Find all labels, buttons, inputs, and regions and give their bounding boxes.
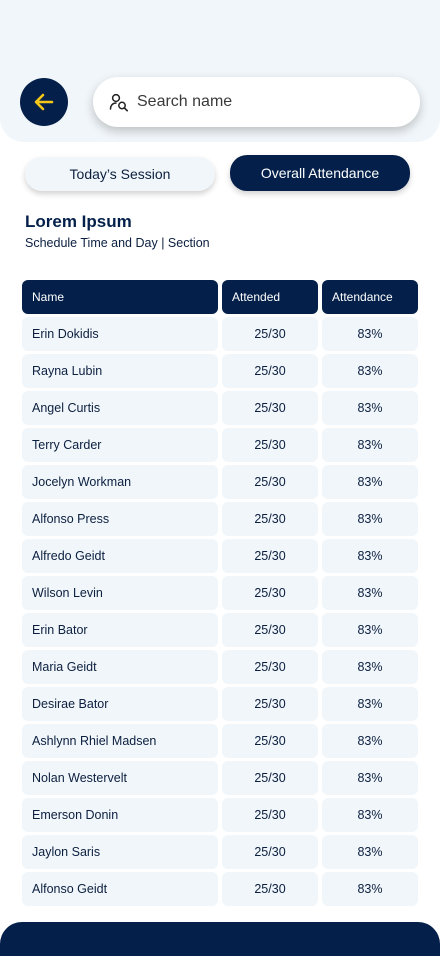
row-attendance: 83%: [322, 502, 418, 536]
table-row[interactable]: Ashlynn Rhiel Madsen 25/30 83%: [22, 724, 418, 758]
arrow-left-icon: [34, 93, 54, 111]
row-attendance: 83%: [322, 465, 418, 499]
table-row[interactable]: Emerson Donin 25/30 83%: [22, 798, 418, 832]
row-attendance: 83%: [322, 872, 418, 906]
tab-todays-session[interactable]: Today’s Session: [25, 157, 215, 191]
row-name: Alfredo Geidt: [22, 539, 218, 573]
table-row[interactable]: Alfonso Geidt 25/30 83%: [22, 872, 418, 906]
row-attendance: 83%: [322, 798, 418, 832]
row-attendance: 83%: [322, 576, 418, 610]
bottom-bar: [0, 922, 440, 956]
row-name: Erin Dokidis: [22, 317, 218, 351]
row-attendance: 83%: [322, 761, 418, 795]
row-attended: 25/30: [222, 391, 318, 425]
table-row[interactable]: Erin Bator 25/30 83%: [22, 613, 418, 647]
row-attendance: 83%: [322, 613, 418, 647]
row-attended: 25/30: [222, 650, 318, 684]
table-row[interactable]: Maria Geidt 25/30 83%: [22, 650, 418, 684]
table-row[interactable]: Jocelyn Workman 25/30 83%: [22, 465, 418, 499]
header-name[interactable]: Name: [22, 280, 218, 314]
table-row[interactable]: Rayna Lubin 25/30 83%: [22, 354, 418, 388]
row-attended: 25/30: [222, 613, 318, 647]
row-attendance: 83%: [322, 539, 418, 573]
row-attended: 25/30: [222, 539, 318, 573]
row-name: Nolan Westervelt: [22, 761, 218, 795]
row-attended: 25/30: [222, 761, 318, 795]
table-row[interactable]: Wilson Levin 25/30 83%: [22, 576, 418, 610]
table-row[interactable]: Angel Curtis 25/30 83%: [22, 391, 418, 425]
row-attendance: 83%: [322, 687, 418, 721]
table-row[interactable]: Alfonso Press 25/30 83%: [22, 502, 418, 536]
row-name: Wilson Levin: [22, 576, 218, 610]
table-row[interactable]: Erin Dokidis 25/30 83%: [22, 317, 418, 351]
table-body: Erin Dokidis 25/30 83% Rayna Lubin 25/30 83% A…: [22, 317, 418, 906]
row-name: Desirae Bator: [22, 687, 218, 721]
row-attendance: 83%: [322, 650, 418, 684]
row-name: Angel Curtis: [22, 391, 218, 425]
row-attended: 25/30: [222, 798, 318, 832]
table-row[interactable]: Alfredo Geidt 25/30 83%: [22, 539, 418, 573]
row-name: Jaylon Saris: [22, 835, 218, 869]
section-subtitle: Schedule Time and Day | Section: [25, 236, 210, 250]
row-name: Emerson Donin: [22, 798, 218, 832]
row-name: Maria Geidt: [22, 650, 218, 684]
row-attended: 25/30: [222, 317, 318, 351]
row-attendance: 83%: [322, 391, 418, 425]
back-button[interactable]: [20, 78, 68, 126]
user-search-icon: [109, 93, 128, 112]
table-header-row: Name Attended Attendance: [22, 280, 418, 314]
row-attended: 25/30: [222, 872, 318, 906]
table-row[interactable]: Nolan Westervelt 25/30 83%: [22, 761, 418, 795]
search-input[interactable]: [135, 92, 399, 112]
row-name: Alfonso Geidt: [22, 872, 218, 906]
row-attended: 25/30: [222, 502, 318, 536]
row-attendance: 83%: [322, 835, 418, 869]
table-row[interactable]: Jaylon Saris 25/30 83%: [22, 835, 418, 869]
section-title: Lorem Ipsum: [25, 212, 132, 231]
row-attended: 25/30: [222, 354, 318, 388]
row-attended: 25/30: [222, 576, 318, 610]
row-name: Alfonso Press: [22, 502, 218, 536]
tab-overall-attendance[interactable]: Overall Attendance: [230, 155, 410, 191]
table-row[interactable]: Terry Carder 25/30 83%: [22, 428, 418, 462]
row-name: Rayna Lubin: [22, 354, 218, 388]
row-attendance: 83%: [322, 317, 418, 351]
row-attended: 25/30: [222, 724, 318, 758]
row-attendance: 83%: [322, 724, 418, 758]
row-name: Terry Carder: [22, 428, 218, 462]
row-name: Jocelyn Workman: [22, 465, 218, 499]
row-attended: 25/30: [222, 835, 318, 869]
row-name: Ashlynn Rhiel Madsen: [22, 724, 218, 758]
header-attended[interactable]: Attended: [222, 280, 318, 314]
header-attendance[interactable]: Attendance: [322, 280, 418, 314]
table-row[interactable]: Desirae Bator 25/30 83%: [22, 687, 418, 721]
row-attended: 25/30: [222, 465, 318, 499]
row-attendance: 83%: [322, 354, 418, 388]
row-name: Erin Bator: [22, 613, 218, 647]
row-attendance: 83%: [322, 428, 418, 462]
search-bar[interactable]: [93, 77, 420, 127]
attendance-table: Name Attended Attendance Erin Dokidis 25/…: [22, 280, 418, 920]
row-attended: 25/30: [222, 687, 318, 721]
row-attended: 25/30: [222, 428, 318, 462]
